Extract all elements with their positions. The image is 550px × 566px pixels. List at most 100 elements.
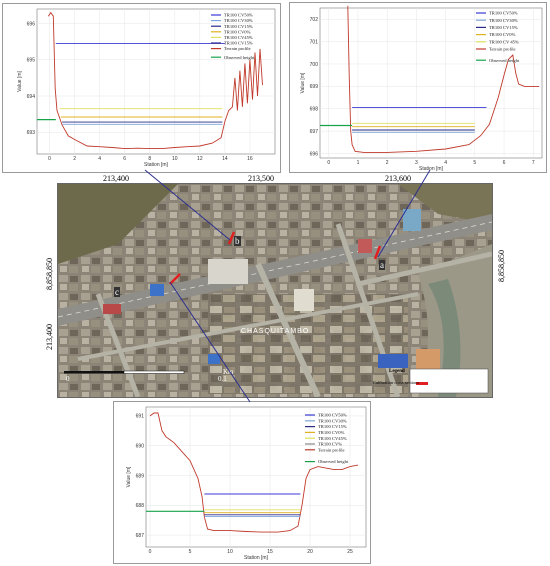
- series-line-terrain-profile: [47, 11, 263, 150]
- y-tick-label: 690: [136, 444, 145, 450]
- x-tick-label: 7: [532, 160, 535, 166]
- series-line-terrain-profile: [347, 5, 540, 153]
- section-label-b: b: [234, 236, 241, 246]
- place-label: CHASQUITAMBO: [241, 328, 310, 335]
- legend-entry: Terrain profile: [489, 47, 516, 52]
- blue-roof: [378, 354, 408, 368]
- x-axis-label: Station [m]: [144, 162, 169, 168]
- legend-entry: TR100 CV50%: [489, 11, 518, 16]
- x-tick-label: 4: [444, 160, 447, 166]
- white-roof: [208, 259, 248, 284]
- x-tick-label: 20: [307, 549, 313, 555]
- y-tick-label: 689: [136, 473, 145, 479]
- series-line-terrain-profile: [149, 412, 359, 533]
- blue-roof: [208, 354, 220, 364]
- x-tick-label: 0: [149, 549, 152, 555]
- pool: [403, 209, 421, 231]
- legend-entry: TR100 CV15%: [318, 424, 347, 429]
- y-tick-label: 697: [310, 129, 319, 135]
- aerial-map-svg: [58, 184, 492, 397]
- x-tick-label: 5: [189, 549, 192, 555]
- legend-entry: TR100 CV30%: [318, 418, 347, 423]
- coord-top-1: 213,400: [103, 174, 129, 183]
- y-tick-label: 698: [310, 107, 319, 113]
- legend-entry: Observed height: [489, 58, 520, 63]
- profile-chart-b-svg: 0 2 4 6 8 10 12 14 16 693 694 695 696 Station [m] Valu…: [17, 8, 276, 168]
- legend-entry: TR100 CV15%: [489, 25, 518, 30]
- x-tick-label: 10: [227, 549, 233, 555]
- y-axis-label: Value [m]: [126, 466, 132, 487]
- y-axis-label: Value [m]: [17, 71, 23, 92]
- legend-entry: Observed height: [318, 459, 349, 464]
- scale-label-0-1: 0.1: [218, 375, 227, 383]
- y-tick-label: 696: [27, 21, 36, 27]
- y-tick-label: 699: [310, 84, 319, 90]
- coord-left-2: 213,400: [45, 324, 54, 350]
- coord-top-3: 213,600: [385, 174, 411, 183]
- legend-entry: Terrain profile: [318, 447, 345, 452]
- orange-roof: [416, 349, 440, 369]
- profile-chart-c-svg: 0 5 10 15 20 25 687 688 689 690 691 Station [m] Valu…: [126, 406, 367, 561]
- scale-label-0: 0: [66, 375, 70, 383]
- x-tick-label: 2: [73, 156, 76, 162]
- x-tick-label: 25: [347, 549, 353, 555]
- x-tick-label: 14: [222, 156, 228, 162]
- legend-entry: TR100 CV15%: [224, 41, 253, 46]
- y-tick-label: 691: [136, 414, 145, 420]
- x-tick-label: 3: [415, 160, 418, 166]
- y-tick-label: 687: [136, 533, 145, 539]
- legend-entry: TR100 CV30%: [489, 18, 518, 23]
- map-legend: [409, 368, 489, 394]
- legend-item: Calibration cross sections: [373, 380, 420, 385]
- legend-entry: TR100 CV 45%: [489, 39, 519, 44]
- x-tick-label: 6: [503, 160, 506, 166]
- legend-entry: TR100 CV50%: [318, 413, 347, 418]
- legend-entry: TR100 CV45%: [318, 436, 347, 441]
- x-tick-label: 0: [327, 160, 330, 166]
- y-tick-label: 693: [27, 130, 36, 136]
- coord-left-1: 8,858,850: [45, 258, 54, 290]
- y-tick-label: 694: [27, 94, 36, 100]
- legend-entry: TR100 CV45%: [224, 35, 253, 40]
- section-label-c: c: [114, 287, 120, 297]
- x-axis-label: Station [m]: [244, 555, 269, 561]
- plot-area: [319, 7, 543, 159]
- y-tick-label: 701: [310, 39, 319, 45]
- y-tick-label: 700: [310, 62, 319, 68]
- profile-chart-a: 0 1 2 3 4 5 6 7 696 697 698 699 700 701 702 Station [m]…: [289, 2, 547, 173]
- y-tick-label: 696: [310, 151, 319, 157]
- x-tick-label: 4: [98, 156, 101, 162]
- scale-unit: Km: [223, 368, 234, 376]
- legend-entry: TR100 CV0%: [318, 430, 345, 435]
- profile-chart-b: 0 2 4 6 8 10 12 14 16 693 694 695 696 Station [m] Valu…: [2, 3, 281, 173]
- coord-top-2: 213,500: [248, 174, 274, 183]
- y-axis-label: Value [m]: [300, 72, 306, 93]
- y-tick-label: 688: [136, 503, 145, 509]
- legend-entry: Observed height: [224, 55, 255, 60]
- legend-swatch: [416, 382, 428, 385]
- x-tick-label: 2: [386, 160, 389, 166]
- x-tick-label: 5: [473, 160, 476, 166]
- x-tick-label: 1: [357, 160, 360, 166]
- legend-entry: TR100 CV30%: [224, 18, 253, 23]
- red-roof: [358, 239, 372, 253]
- plot-area: [145, 406, 367, 548]
- legend-entry: TR100 CV%: [318, 442, 342, 447]
- x-tick-label: 10: [172, 156, 178, 162]
- x-tick-label: 8: [148, 156, 151, 162]
- river-channel: [428, 279, 461, 397]
- x-tick-label: 15: [267, 549, 273, 555]
- legend-entry: TR100 CV50%: [224, 13, 253, 18]
- section-b-line: [227, 231, 236, 245]
- coord-right-1: 8,858,850: [497, 250, 506, 282]
- y-tick-label: 702: [310, 17, 319, 23]
- blue-roof: [150, 284, 164, 296]
- red-roof: [103, 304, 121, 314]
- x-axis-label: Station [m]: [419, 166, 444, 172]
- y-tick-label: 695: [27, 58, 36, 64]
- x-tick-label: 16: [247, 156, 253, 162]
- legend-entry: TR100 CV0%: [224, 29, 251, 34]
- x-tick-label: 0: [48, 156, 51, 162]
- profile-chart-a-svg: 0 1 2 3 4 5 6 7 696 697 698 699 700 701 702 Station [m]…: [300, 5, 543, 172]
- legend-entry: TR100 CV0%: [489, 32, 516, 37]
